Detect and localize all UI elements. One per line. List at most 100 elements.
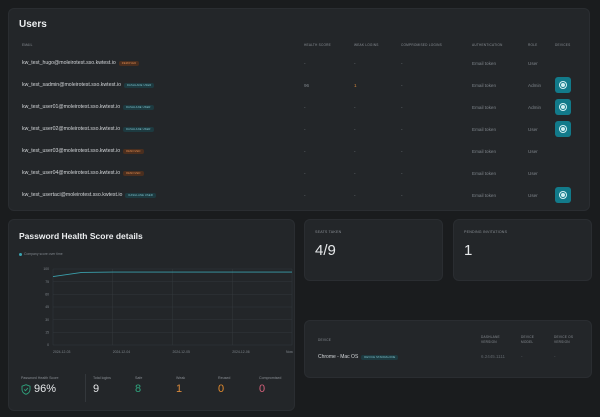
total-logins-value: 9	[93, 383, 100, 395]
reused-value: 0	[218, 383, 225, 395]
svg-text:2024-12-06: 2024-12-06	[232, 350, 249, 354]
weak-logins: -	[354, 193, 356, 198]
user-email-cell: kw_test_user02@moleirotest.sso.kwtest.io…	[22, 126, 154, 132]
weak-value: 1	[176, 383, 183, 395]
view-devices-button[interactable]	[555, 99, 571, 115]
compromised-logins: -	[401, 83, 403, 88]
col-dashlane-version: Dashlane version	[481, 335, 500, 344]
compromised-logins: -	[401, 171, 403, 176]
users-panel: Users Email Health score Weak logins Com…	[8, 8, 590, 211]
table-row[interactable]: kw_test_user04@moleirotest.sso.kwtest.io…	[9, 163, 591, 185]
password-health-title: Password Health Score details	[19, 231, 143, 241]
status-badge: Removed	[123, 148, 144, 154]
weak-logins: -	[354, 127, 356, 132]
role: User	[528, 171, 538, 176]
table-row[interactable]: kw_test_user02@moleirotest.sso.kwtest.io…	[9, 119, 591, 141]
status-badge: Removed	[118, 60, 140, 66]
svg-text:100: 100	[43, 267, 49, 271]
devices-panel: Device Dashlane version Device model Dev…	[304, 320, 592, 378]
status-badge: Dashlane user	[123, 82, 155, 88]
col-device-os-version: Device OS version	[554, 335, 574, 344]
col-health-score[interactable]: Health score	[304, 43, 331, 47]
device-version: 6.2445.1111	[481, 354, 506, 359]
device-icon	[560, 192, 566, 198]
user-email: kw_test_sadmin@moleirotest.sso.kwtest.io	[22, 82, 121, 88]
total-logins-label: Total logins	[93, 376, 111, 380]
user-email: kw_test_hugo@moleirotest.sso.kwtest.io	[22, 60, 116, 66]
role: User	[528, 149, 538, 154]
legend-dot-icon	[19, 252, 22, 256]
authentication: Email token	[472, 61, 497, 66]
user-email-cell: kw_test_user01@moleirotest.sso.kwtest.io…	[22, 104, 154, 110]
svg-text:2024-12-04: 2024-12-04	[113, 350, 130, 354]
table-row[interactable]: kw_test_usertaci@moleirotest.sso.kwtest.…	[9, 185, 591, 207]
svg-text:15: 15	[45, 331, 49, 335]
status-badge: Removed	[123, 170, 144, 176]
svg-text:75: 75	[45, 280, 49, 284]
weak-logins: -	[354, 149, 356, 154]
role: Admin	[528, 83, 542, 88]
role: Admin	[528, 105, 542, 110]
status-badge: Dashlane user	[123, 104, 154, 110]
user-email-cell: kw_test_hugo@moleirotest.sso.kwtest.io Re…	[22, 60, 140, 66]
compromised-label: Compromised	[259, 376, 282, 380]
health-score: -	[304, 61, 306, 66]
col-email[interactable]: Email	[22, 43, 33, 47]
health-score: -	[304, 149, 306, 154]
user-email: kw_test_user04@moleirotest.sso.kwtest.io	[22, 170, 121, 176]
health-stats: Password Health Score 96% Total logins 9 …	[9, 370, 296, 412]
svg-text:45: 45	[45, 305, 49, 309]
col-weak-logins[interactable]: Weak logins	[354, 43, 379, 47]
col-authentication[interactable]: Authentication	[472, 43, 503, 47]
password-health-panel: Password Health Score details Company sc…	[8, 219, 295, 411]
device-os: -	[554, 354, 556, 359]
safe-value: 8	[135, 383, 142, 395]
view-devices-button[interactable]	[555, 187, 571, 203]
table-row[interactable]: kw_test_user03@moleirotest.sso.kwtest.io…	[9, 141, 591, 163]
user-email-cell: kw_test_sadmin@moleirotest.sso.kwtest.io…	[22, 82, 155, 88]
health-score: -	[304, 105, 306, 110]
compromised-logins: -	[401, 193, 403, 198]
svg-text:2024-12-03: 2024-12-03	[53, 350, 70, 354]
view-devices-button[interactable]	[555, 121, 571, 137]
svg-text:30: 30	[45, 318, 49, 322]
authentication: Email token	[472, 171, 497, 176]
svg-text:Now: Now	[286, 350, 293, 354]
col-device: Device	[318, 338, 332, 342]
weak-label: Weak	[176, 376, 186, 380]
authentication: Email token	[472, 193, 497, 198]
compromised-value: 0	[259, 383, 266, 395]
col-role[interactable]: Role	[528, 43, 538, 47]
device-name: Chrome - Mac OS	[318, 354, 359, 360]
table-row[interactable]: kw_test_hugo@moleirotest.sso.kwtest.io Re…	[9, 53, 591, 75]
health-score: -	[304, 171, 306, 176]
role: User	[528, 193, 538, 198]
stats-divider	[85, 374, 86, 402]
view-devices-button[interactable]	[555, 77, 571, 93]
seats-value: 4/9	[315, 242, 336, 259]
device-badge: Device standalone	[361, 354, 399, 360]
col-device-model: Device model	[521, 335, 535, 344]
table-row[interactable]: kw_test_user01@moleirotest.sso.kwtest.io…	[9, 97, 591, 119]
score-label: Password Health Score	[21, 376, 59, 380]
user-email: kw_test_user03@moleirotest.sso.kwtest.io	[22, 148, 121, 154]
health-score: -	[304, 127, 306, 132]
pending-invitations-card: Pending invitations 1	[453, 219, 592, 281]
weak-logins: 1	[354, 83, 357, 88]
chart-legend[interactable]: Company score over time	[19, 252, 63, 256]
invites-label: Pending invitations	[464, 230, 508, 234]
user-email-cell: kw_test_usertaci@moleirotest.sso.kwtest.…	[22, 192, 156, 198]
authentication: Email token	[472, 105, 497, 110]
score-value: 96%	[34, 383, 57, 395]
device-row[interactable]: Chrome - Mac OS Device standalone	[318, 354, 399, 360]
health-score: 96	[304, 83, 310, 88]
users-title: Users	[19, 19, 47, 30]
compromised-logins: -	[401, 105, 403, 110]
table-row[interactable]: kw_test_sadmin@moleirotest.sso.kwtest.io…	[9, 75, 591, 97]
legend-label: Company score over time	[24, 252, 63, 256]
col-devices[interactable]: Devices	[555, 43, 571, 47]
authentication: Email token	[472, 127, 497, 132]
compromised-logins: -	[401, 149, 403, 154]
user-email: kw_test_usertaci@moleirotest.sso.kwtest.…	[22, 192, 123, 198]
col-compromised-logins[interactable]: Compromised logins	[401, 43, 442, 47]
